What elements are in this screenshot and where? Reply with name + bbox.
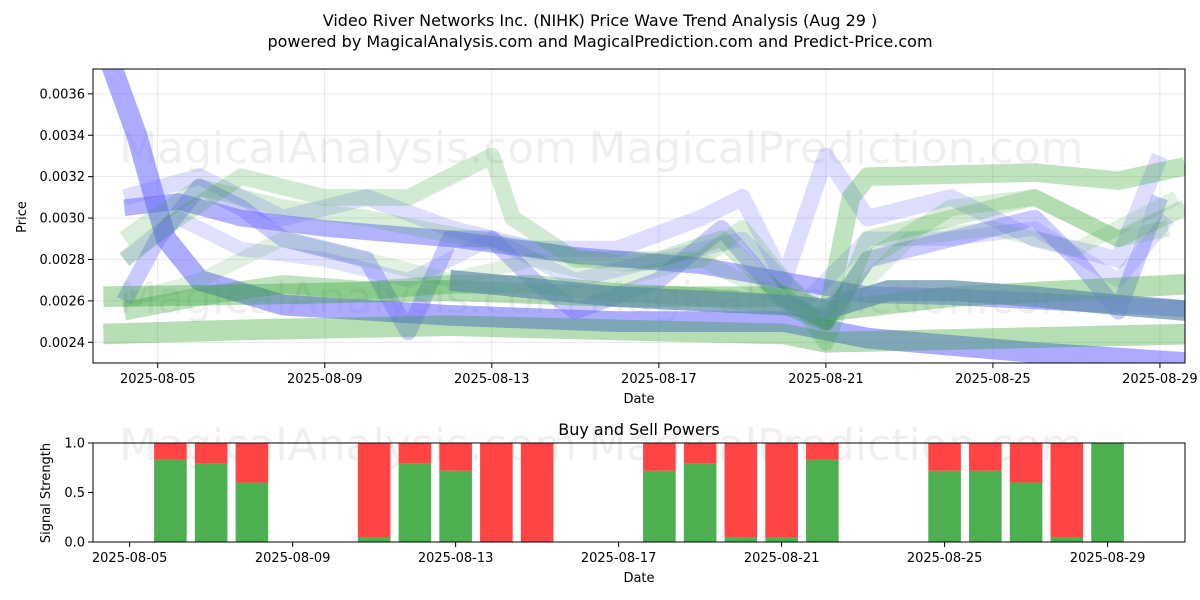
series-green-wave-short-1	[119, 147, 1185, 351]
buy-bar-14	[969, 470, 1002, 542]
series-green-wave-long	[103, 315, 1185, 353]
price-y-label: Price	[15, 201, 30, 233]
price-xtick-label-6: 2025-08-29	[1122, 372, 1198, 387]
signal-xtick-label-6: 2025-08-29	[1070, 551, 1146, 566]
sell-bar-1	[194, 443, 228, 464]
buy-bar-17	[1091, 443, 1124, 542]
signal-panel: Buy and Sell Powers MagicalAnalysis.com …	[39, 420, 1186, 586]
sell-bar-9	[683, 443, 717, 464]
buy-bar-13	[928, 470, 961, 542]
signal-y-label: Signal Strength	[39, 443, 54, 543]
sell-bar-6	[480, 443, 513, 542]
price-axes-frame	[92, 68, 1186, 364]
price-y-ticks: 0.0024 0.0026 0.0028 0.0030 0.0032 0.0034 0.00…	[40, 87, 93, 351]
series-green-wave-short-3	[122, 190, 1180, 329]
signal-xtick-label-5: 2025-08-25	[907, 551, 983, 566]
sell-bar-3	[357, 443, 391, 538]
signal-title: Buy and Sell Powers	[558, 420, 720, 439]
signal-bars	[154, 443, 1124, 542]
price-xtick-label-0: 2025-08-05	[120, 372, 196, 387]
price-series	[101, 69, 1185, 363]
chart-subtitle: powered by MagicalAnalysis.com and Magic…	[267, 32, 932, 51]
buy-bar-5	[439, 470, 472, 542]
sell-bar-7	[520, 443, 554, 542]
series-green-wave-short-2	[119, 178, 1170, 330]
signal-ytick-label-0: 0.0	[64, 536, 85, 551]
sell-bar-0	[154, 443, 187, 460]
price-ytick-label-0: 0.0024	[40, 336, 86, 351]
buy-bar-16	[1050, 537, 1084, 542]
buy-bar-4	[398, 463, 432, 542]
series-steel-wave	[448, 269, 1185, 321]
watermark-prediction-top: MagicalPrediction.com	[589, 123, 1084, 174]
price-xtick-label-3: 2025-08-17	[621, 372, 697, 387]
buy-bar-15	[1009, 482, 1043, 542]
sell-bar-16	[1050, 443, 1084, 538]
sell-bar-4	[398, 443, 432, 464]
buy-bar-3	[357, 537, 391, 542]
sell-bar-15	[1009, 443, 1043, 483]
price-xtick-label-2: 2025-08-13	[454, 372, 530, 387]
buy-bar-1	[194, 463, 228, 542]
sell-bar-8	[643, 443, 676, 471]
price-ytick-label-4: 0.0032	[40, 170, 86, 185]
price-x-ticks: 2025-08-05 2025-08-09 2025-08-13 2025-08-17…	[120, 363, 1198, 387]
sell-bar-11	[765, 443, 798, 538]
price-ytick-label-1: 0.0026	[40, 294, 86, 309]
sell-bar-12	[806, 443, 839, 460]
watermark-analysis-top: MagicalAnalysis.com	[119, 123, 577, 174]
sell-bar-2	[235, 443, 269, 483]
sell-bar-13	[928, 443, 961, 471]
price-ytick-label-6: 0.0036	[40, 87, 86, 102]
series-blue-wave-short-1	[116, 178, 1168, 341]
price-x-label: Date	[623, 392, 654, 407]
signal-xtick-label-0: 2025-08-05	[92, 551, 168, 566]
signal-xtick-label-2: 2025-08-13	[418, 551, 494, 566]
chart-title: Video River Networks Inc. (NIHK) Price W…	[323, 11, 878, 30]
price-xtick-label-1: 2025-08-09	[287, 372, 363, 387]
buy-bar-8	[643, 470, 676, 542]
signal-ytick-label-2: 1.0	[64, 437, 85, 452]
price-ytick-label-3: 0.0030	[40, 212, 86, 227]
signal-x-label: Date	[623, 571, 654, 586]
buy-bar-12	[806, 459, 839, 542]
series-blue-wave-short-3	[119, 210, 1174, 309]
buy-bar-2	[235, 482, 269, 542]
buy-bar-0	[154, 459, 187, 542]
price-ytick-label-5: 0.0034	[40, 129, 86, 144]
signal-ytick-label-1: 0.5	[64, 486, 85, 501]
price-ytick-label-2: 0.0028	[40, 253, 86, 268]
buy-bar-9	[683, 463, 717, 542]
signal-xtick-label-4: 2025-08-21	[744, 551, 820, 566]
signal-y-ticks: 0.0 0.5 1.0	[64, 437, 93, 551]
buy-bar-10	[724, 537, 758, 542]
price-xtick-label-4: 2025-08-21	[788, 372, 864, 387]
buy-bar-11	[765, 537, 798, 542]
sell-bar-10	[724, 443, 758, 538]
sell-bar-14	[969, 443, 1002, 471]
signal-xtick-label-3: 2025-08-17	[581, 551, 657, 566]
price-panel: MagicalAnalysis.com MagicalPrediction.co…	[15, 68, 1198, 407]
price-xtick-label-5: 2025-08-25	[955, 372, 1031, 387]
series-blue-wave-short-2	[122, 147, 1168, 289]
signal-x-ticks: 2025-08-05 2025-08-09 2025-08-13 2025-08-17…	[92, 542, 1145, 566]
sell-bar-5	[439, 443, 472, 471]
signal-xtick-label-1: 2025-08-09	[255, 551, 331, 566]
